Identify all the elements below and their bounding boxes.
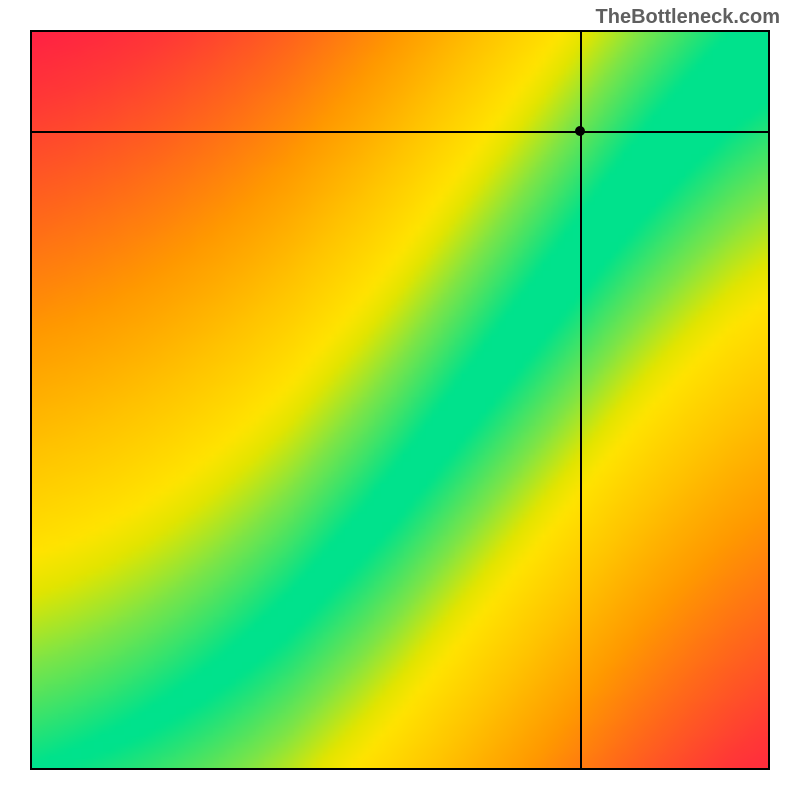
crosshair-vertical (580, 32, 582, 768)
bottleneck-heatmap (30, 30, 770, 770)
heatmap-canvas (32, 32, 768, 768)
watermark-text: TheBottleneck.com (596, 6, 780, 29)
marker-dot (575, 126, 585, 136)
crosshair-horizontal (32, 131, 768, 133)
